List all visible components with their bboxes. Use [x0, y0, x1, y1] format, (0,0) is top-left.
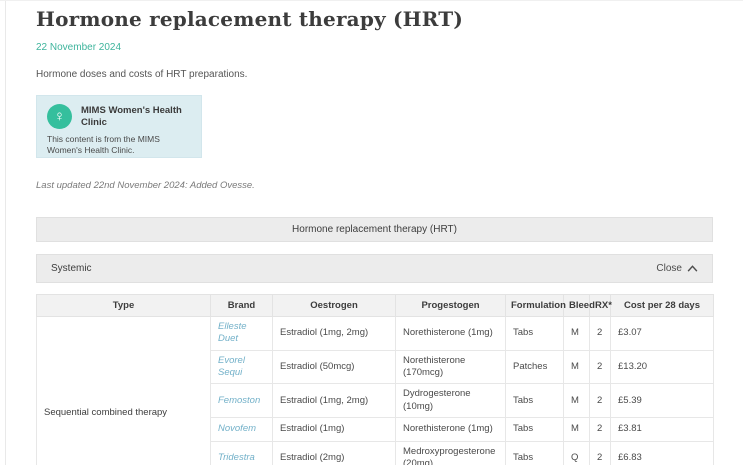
formulation-cell: Tabs — [505, 417, 564, 443]
clinic-box-body: This content is from the MIMS Women's He… — [47, 134, 160, 156]
brand-link-femoston[interactable]: Femoston — [218, 394, 261, 406]
rx-cell: 2 — [589, 441, 611, 465]
table-row: Evorel Sequi Estradiol (50mcg) Norethister… — [37, 349, 714, 385]
hrt-table-head: Type Brand Oestrogen Progestogen Formulation… — [36, 294, 714, 317]
formulation-cell: Tabs — [505, 383, 564, 419]
type-group-cell: Sequential combined therapy — [36, 315, 211, 465]
column-header-bleed: Bleed — [563, 294, 595, 317]
clinic-box-header: ♀ MIMS Women's Health Clinic — [47, 104, 191, 129]
column-header-brand: Brand — [210, 294, 273, 317]
hrt-table-body: Sequential combined therapy Elleste Duet E… — [36, 315, 714, 465]
brand-link-novofem[interactable]: Novofem — [218, 423, 257, 435]
formulation-cell: Tabs — [505, 316, 564, 351]
clinic-box-title: MIMS Women's Health Clinic — [81, 105, 182, 128]
systemic-section-bar[interactable]: Systemic Close — [36, 254, 713, 283]
table-row: Tridestra Estradiol (2mg) Medroxyprogester… — [37, 441, 714, 465]
page-left-rule — [5, 1, 6, 465]
progestogen-cell: Norethisterone (1mg) — [395, 316, 506, 351]
brand-link-tridestra[interactable]: Tridestra — [218, 452, 255, 464]
column-header-oestrogen: Oestrogen — [272, 294, 396, 317]
progestogen-cell: Dydrogesterone (10mg) — [395, 383, 506, 419]
oestrogen-cell: Estradiol (2mg) — [272, 441, 396, 465]
formulation-cell: Patches — [505, 349, 564, 385]
bleed-cell: M — [563, 349, 590, 385]
oestrogen-cell: Estradiol (1mg) — [272, 417, 396, 443]
bleed-cell: Q — [563, 441, 590, 465]
chevron-up-icon — [687, 265, 698, 272]
brand-cell: Evorel Sequi — [210, 349, 273, 385]
column-header-rx: RX* — [589, 294, 612, 317]
cost-cell: £13.20 — [610, 349, 714, 385]
clinic-info-box: ♀ MIMS Women's Health Clinic This conten… — [36, 95, 202, 158]
section-label: Systemic — [51, 263, 92, 274]
column-header-cost-per-28-days: Cost per 28 days — [610, 294, 714, 317]
brand-link-elleste-duet[interactable]: Elleste Duet — [218, 321, 247, 345]
table-row: Novofem Estradiol (1mg) Norethisterone (1m… — [37, 417, 714, 443]
page-title: Hormone replacement therapy (HRT) — [36, 7, 463, 31]
bleed-cell: M — [563, 316, 590, 351]
rx-cell: 2 — [589, 349, 611, 385]
progestogen-cell: Norethisterone (1mg) — [395, 417, 506, 443]
publish-date: 22 November 2024 — [36, 42, 122, 53]
bleed-cell: M — [563, 417, 590, 443]
column-header-progestogen: Progestogen — [395, 294, 506, 317]
column-header-formulation: Formulation — [505, 294, 566, 317]
page-description: Hormone doses and costs of HRT preparati… — [36, 69, 248, 80]
progestogen-cell: Norethisterone (170mcg) — [395, 349, 506, 385]
brand-cell: Femoston — [210, 383, 273, 419]
cost-cell: £3.81 — [610, 417, 714, 443]
rx-cell: 2 — [589, 417, 611, 443]
brand-cell: Novofem — [210, 417, 273, 443]
female-symbol-icon: ♀ — [47, 104, 72, 129]
hrt-table: Type Brand Oestrogen Progestogen Formulation… — [36, 294, 714, 465]
cost-cell: £3.07 — [610, 316, 714, 351]
hrt-panel-header: Hormone replacement therapy (HRT) — [36, 217, 713, 242]
cost-cell: £5.39 — [610, 383, 714, 419]
rx-cell: 2 — [589, 383, 611, 419]
formulation-cell: Tabs — [505, 441, 564, 465]
brand-cell: Tridestra — [210, 441, 273, 465]
last-updated-note: Last updated 22nd November 2024: Added O… — [36, 180, 255, 191]
cost-cell: £6.83 — [610, 441, 714, 465]
oestrogen-cell: Estradiol (1mg, 2mg) — [272, 316, 396, 351]
oestrogen-cell: Estradiol (1mg, 2mg) — [272, 383, 396, 419]
table-row: Femoston Estradiol (1mg, 2mg) Dydrogestero… — [37, 383, 714, 419]
close-section-button[interactable]: Close — [656, 263, 698, 274]
brand-cell: Elleste Duet — [210, 316, 273, 351]
bleed-cell: M — [563, 383, 590, 419]
oestrogen-cell: Estradiol (50mcg) — [272, 349, 396, 385]
table-row: Sequential combined therapy Elleste Duet E… — [36, 315, 714, 465]
close-label: Close — [656, 263, 682, 274]
article-content: Hormone replacement therapy (HRT) 22 Nov… — [36, 1, 714, 465]
header-row: Type Brand Oestrogen Progestogen Formulation… — [36, 294, 714, 317]
rx-cell: 2 — [589, 316, 611, 351]
column-header-type: Type — [36, 294, 211, 317]
brand-link-evorel-sequi[interactable]: Evorel Sequi — [218, 354, 245, 379]
progestogen-cell: Medroxyprogesterone (20mg) — [395, 441, 506, 465]
